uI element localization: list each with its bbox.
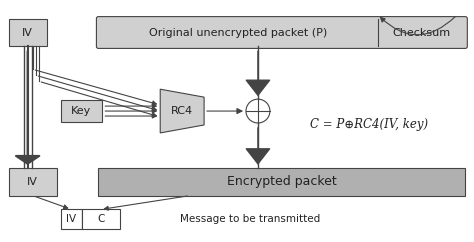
Bar	[99, 168, 465, 196]
FancyBboxPatch shape	[96, 17, 467, 48]
Text: Message to be transmitted: Message to be transmitted	[180, 214, 320, 224]
Bar	[9, 168, 56, 196]
Circle shape	[246, 99, 270, 123]
Text: IV: IV	[27, 177, 38, 187]
Text: RC4: RC4	[171, 106, 193, 116]
Text: Original unencrypted packet (P): Original unencrypted packet (P)	[149, 28, 327, 38]
FancyArrowPatch shape	[381, 16, 456, 35]
Text: C = P⊕RC4(IV, key): C = P⊕RC4(IV, key)	[310, 119, 428, 131]
Text: IV: IV	[66, 214, 76, 224]
Bar	[9, 19, 46, 46]
Polygon shape	[160, 89, 204, 133]
Text: Encrypted packet: Encrypted packet	[227, 175, 337, 188]
Text: Checksum: Checksum	[392, 28, 450, 38]
Bar	[61, 100, 102, 122]
Text: IV: IV	[22, 28, 33, 38]
Bar	[61, 210, 82, 229]
Text: Key: Key	[71, 106, 91, 116]
Text: C: C	[98, 214, 105, 224]
Bar	[82, 210, 120, 229]
